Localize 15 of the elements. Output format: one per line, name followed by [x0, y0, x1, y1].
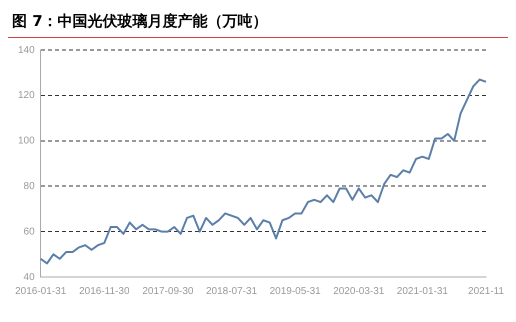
x-tick-label: 2021-11 — [468, 286, 504, 297]
x-tick-label: 2019-05-31 — [270, 286, 322, 297]
x-tick-label: 2016-01-31 — [15, 286, 67, 297]
x-tick-label: 2017-09-30 — [142, 286, 194, 297]
y-tick-label: 40 — [24, 272, 36, 283]
x-tick-label: 2020-03-31 — [333, 286, 385, 297]
chart-title: 图 7：中国光伏玻璃月度产能（万吨） — [8, 8, 508, 38]
x-tick-label: 2016-11-30 — [79, 286, 130, 297]
x-tick-label: 2018-07-31 — [206, 286, 258, 297]
y-tick-label: 140 — [18, 44, 36, 56]
y-tick-label: 100 — [18, 136, 36, 147]
x-tick-label: 2021-01-31 — [396, 286, 448, 297]
y-tick-label: 60 — [24, 226, 36, 238]
y-tick-label: 80 — [24, 180, 36, 192]
y-tick-label: 120 — [18, 90, 36, 102]
